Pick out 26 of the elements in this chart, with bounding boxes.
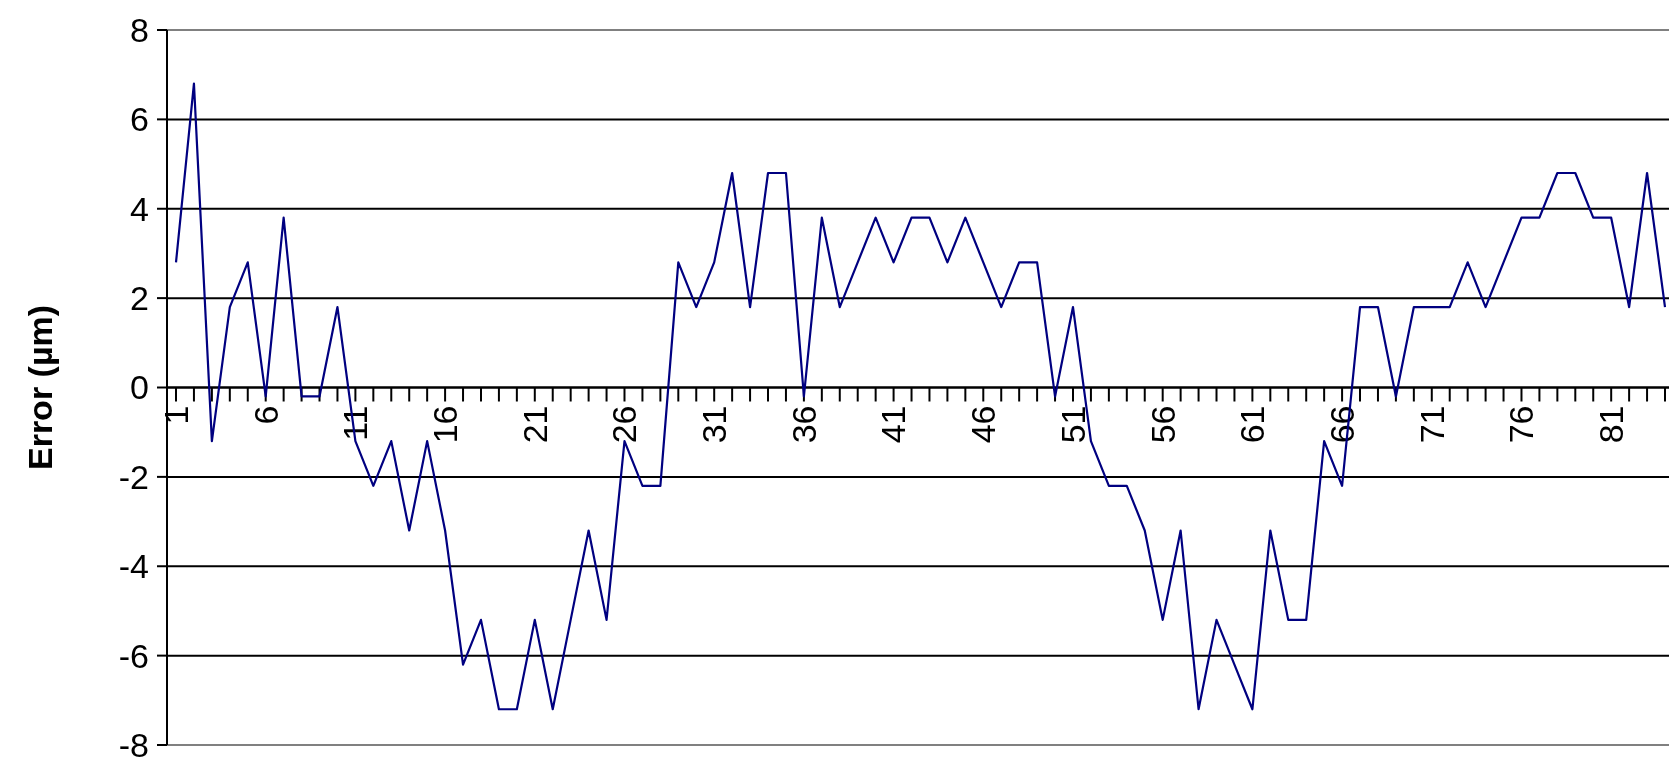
x-tick-label: 76 bbox=[1502, 405, 1541, 444]
y-tick-label: -8 bbox=[118, 725, 149, 764]
y-tick-label: 0 bbox=[130, 368, 149, 407]
x-tick-label: 41 bbox=[874, 405, 913, 444]
x-tick-label: 26 bbox=[605, 405, 644, 444]
y-tick-label: -6 bbox=[118, 636, 149, 675]
x-tick-label: 36 bbox=[784, 405, 823, 444]
x-tick-label: 81 bbox=[1592, 405, 1631, 444]
x-tick-label: 21 bbox=[515, 405, 554, 444]
y-tick-label: 8 bbox=[130, 10, 149, 49]
x-tick-label: 51 bbox=[1053, 405, 1092, 444]
x-tick-label: 61 bbox=[1233, 405, 1272, 444]
y-tick-label: 6 bbox=[130, 100, 149, 139]
x-tick-label: 56 bbox=[1143, 405, 1182, 444]
x-tick-label: 31 bbox=[695, 405, 734, 444]
x-tick-label: 6 bbox=[246, 405, 285, 425]
x-tick-label: 16 bbox=[426, 405, 464, 444]
y-tick-label: 2 bbox=[130, 279, 149, 318]
x-tick-label: 11 bbox=[336, 405, 375, 441]
y-tick-label: 4 bbox=[130, 189, 149, 228]
y-axis-title: Error (µm) bbox=[20, 304, 59, 471]
y-tick-label: -4 bbox=[118, 547, 149, 586]
y-tick-label: -2 bbox=[118, 457, 149, 496]
x-tick-label: 71 bbox=[1412, 405, 1451, 444]
x-tick-label: 46 bbox=[964, 405, 1003, 444]
x-tick-label: 66 bbox=[1322, 405, 1361, 444]
